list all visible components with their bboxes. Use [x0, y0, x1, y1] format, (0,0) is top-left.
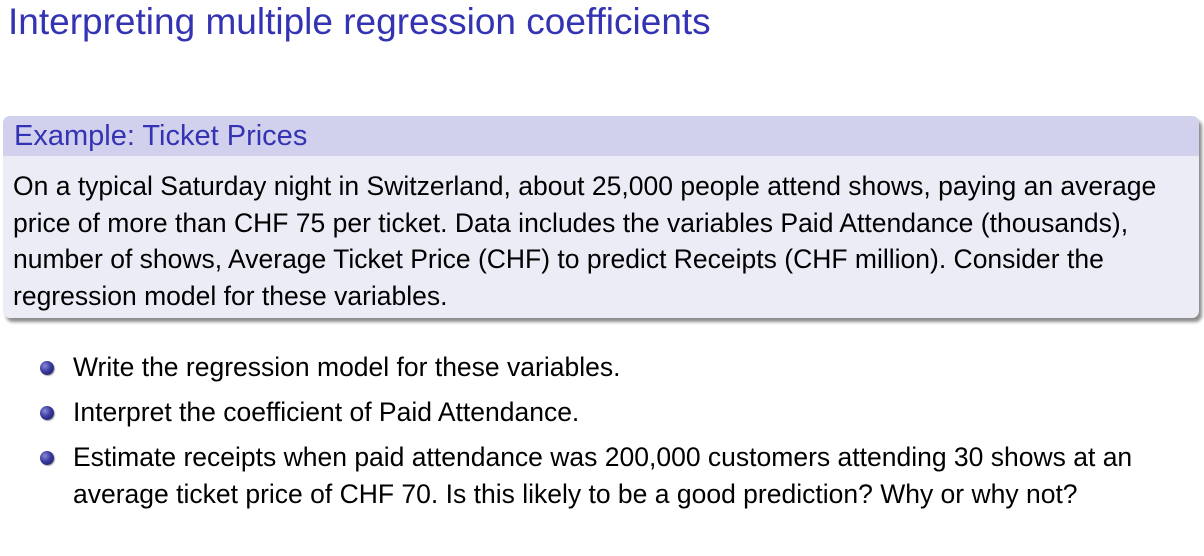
example-block-body: On a typical Saturday night in Switzerla… — [13, 171, 1157, 311]
ball-bullet-icon — [40, 406, 54, 420]
ball-bullet-icon — [40, 361, 54, 375]
list-item: Interpret the coefficient of Paid Attend… — [40, 394, 1200, 431]
list-item: Estimate receipts when paid attendance w… — [40, 439, 1200, 512]
list-item-text: Estimate receipts when paid attendance w… — [73, 442, 1133, 509]
bullet-list: Write the regression model for these var… — [40, 349, 1200, 521]
list-item-text: Interpret the coefficient of Paid Attend… — [73, 397, 580, 427]
example-block: Example: Ticket Prices On a typical Satu… — [3, 116, 1199, 318]
list-item-text: Write the regression model for these var… — [73, 352, 621, 382]
example-block-title: Example: Ticket Prices — [3, 116, 1199, 156]
list-item: Write the regression model for these var… — [40, 349, 1200, 386]
ball-bullet-icon — [40, 451, 54, 465]
slide-title: Interpreting multiple regression coeffic… — [8, 1, 711, 42]
